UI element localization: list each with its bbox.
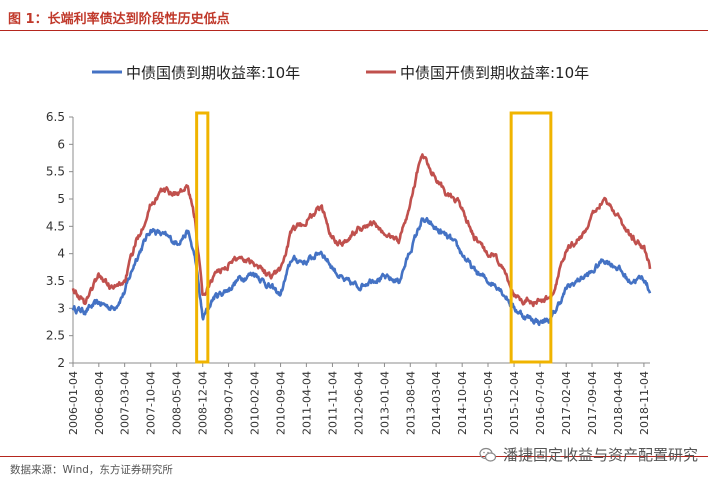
wechat-watermark: 潘捷固定收益与资产配置研究 [479, 444, 698, 465]
x-tick-label: 2010-09-04 [275, 371, 288, 435]
x-tick-label: 2008-05-04 [171, 371, 184, 435]
footer-divider [0, 456, 708, 457]
x-tick-label: 2013-01-04 [378, 371, 391, 435]
y-tick-label: 6 [57, 137, 65, 151]
y-tick-label: 3 [57, 301, 65, 315]
chart-legend: 中债国债到期收益率:10年 中债国开债到期收益率:10年 [92, 64, 589, 82]
title-divider [0, 30, 708, 31]
x-tick-label: 2006-08-04 [93, 371, 106, 435]
y-tick-label: 2 [57, 356, 65, 370]
x-tick-label: 2009-07-04 [223, 371, 236, 435]
y-tick-label: 4.5 [46, 219, 65, 233]
series-line-2 [71, 153, 652, 308]
x-axis: 2006-01-04 2006-08-04 2007-03-04 2007-10-04… [67, 362, 651, 435]
highlight-box-2 [509, 111, 553, 364]
x-tick-label: 2007-10-04 [145, 371, 158, 435]
x-tick-label: 2018-04-04 [612, 371, 625, 435]
x-tick-label: 2015-05-04 [482, 371, 495, 435]
line-chart: 中债国债到期收益率:10年 中债国开债到期收益率:10年 2 2.5 3 3.5 4 4.5… [46, 64, 652, 435]
x-tick-label: 2017-02-04 [560, 371, 573, 435]
highlight-box-1 [195, 111, 210, 364]
highlight-boxes [195, 111, 553, 364]
y-tick-label: 6.5 [46, 110, 65, 124]
y-tick-label: 3.5 [46, 274, 65, 288]
data-source-note: 数据来源：Wind，东方证券研究所 [10, 464, 173, 476]
y-axis: 2 2.5 3 3.5 4 4.5 5 5.5 6 6.5 [46, 110, 74, 370]
x-tick-label: 2011-11-04 [326, 371, 339, 435]
x-tick-label: 2016-07-04 [534, 371, 547, 435]
y-tick-label: 5 [57, 192, 65, 206]
watermark-label: 潘捷固定收益与资产配置研究 [502, 446, 698, 464]
series-line-1 [71, 217, 652, 327]
x-tick-label: 2017-09-04 [586, 371, 599, 435]
x-tick-label: 2012-06-04 [352, 371, 365, 435]
x-tick-label: 2014-03-04 [430, 371, 443, 435]
x-tick-label: 2008-12-04 [197, 371, 210, 435]
x-tick-label: 2011-04-04 [300, 371, 313, 435]
chart-series [71, 153, 652, 327]
x-tick-label: 2006-01-04 [67, 371, 80, 435]
x-tick-label: 2013-08-04 [404, 371, 417, 435]
x-tick-label: 2018-11-04 [638, 371, 651, 435]
y-tick-label: 2.5 [46, 329, 65, 343]
legend-label-1: 中债国债到期收益率:10年 [126, 64, 300, 82]
y-tick-label: 5.5 [46, 165, 65, 179]
wechat-icon [479, 447, 497, 462]
x-tick-label: 2010-02-04 [249, 371, 262, 435]
x-tick-label: 2007-03-04 [119, 371, 132, 435]
y-tick-label: 4 [57, 247, 65, 261]
legend-label-2: 中债国开债到期收益率:10年 [400, 64, 589, 82]
x-tick-label: 2015-12-04 [508, 371, 521, 435]
figure-title: 图 1：长端利率债达到阶段性历史低点 [8, 12, 230, 27]
x-tick-label: 2014-10-04 [456, 371, 469, 435]
